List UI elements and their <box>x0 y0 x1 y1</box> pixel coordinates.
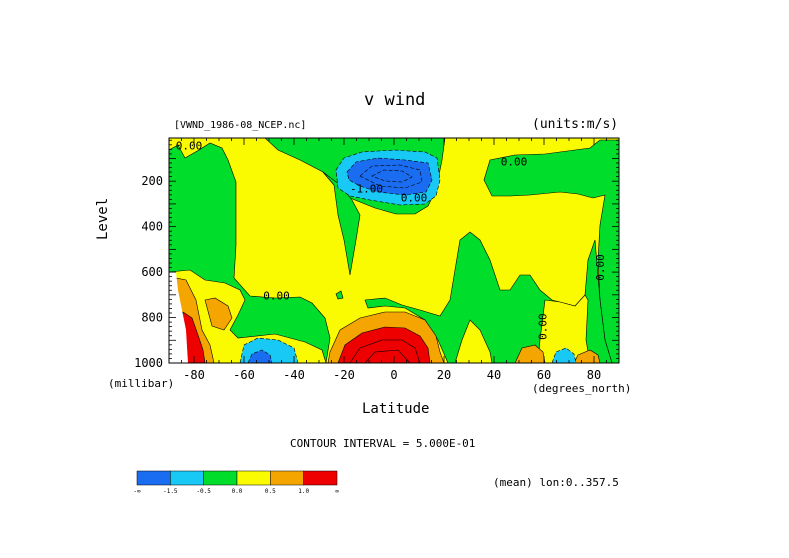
colorbar-swatch <box>236 470 271 486</box>
chart-title: v wind <box>364 90 426 110</box>
units-label: (units:m/s) <box>532 117 619 132</box>
colorbar-swatch <box>203 470 238 486</box>
contour-label: 0.00 <box>501 155 528 168</box>
y-tick-label: 800 <box>141 311 163 325</box>
colorbar-tick-label: ∞ <box>335 488 339 495</box>
y-tick-label: 200 <box>141 174 163 188</box>
x-tick-label: 40 <box>487 368 501 382</box>
y-tick-label: 400 <box>141 220 163 234</box>
colorbar: -∞ -1.5 -0.5 0.0 0.5 1.0 ∞ <box>133 470 339 495</box>
contour-label: 0.00 <box>263 289 290 302</box>
y-tick-label: 600 <box>141 265 163 279</box>
contour-fill-orange-east <box>514 344 546 363</box>
y-axis-label: Level <box>95 197 111 240</box>
subset-text: (mean) lon:0..357.5 <box>493 476 619 489</box>
contour-fill-green-dot <box>335 290 344 300</box>
contour-label: -1.00 <box>350 183 383 196</box>
x-tick-label: 20 <box>437 368 451 382</box>
contour-line-jet-inner-1 <box>359 164 423 189</box>
x-tick-label: -80 <box>183 368 205 382</box>
x-tick-label: -20 <box>333 368 355 382</box>
file-label: [VWND_1986-08_NCEP.nc] <box>174 120 307 131</box>
contour-fill-blue-jet <box>346 157 433 196</box>
axis-ticks: -80 -60 -40 -20 0 20 40 60 80 200 400 600 800 1000 <box>134 138 620 382</box>
contour-line-red-equator-inner2 <box>364 349 411 363</box>
contour-label: 0.00 <box>176 139 203 152</box>
contour-label: 0.00 <box>537 313 550 340</box>
colorbar-swatch <box>136 470 171 486</box>
colorbar-tick-label: 0.0 <box>232 488 243 495</box>
contour-line-jet-inner-2 <box>371 169 413 183</box>
colorbar-swatch <box>170 470 204 486</box>
x-axis-units: (degrees_north) <box>532 382 632 395</box>
contour-fill-red-equator <box>337 326 431 363</box>
colorbar-tick-label: 1.0 <box>298 488 309 495</box>
x-tick-label: 60 <box>537 368 551 382</box>
contour-label: 0.00 <box>594 254 607 281</box>
colorbar-swatch <box>303 470 338 486</box>
contour-fill-orange-west2 <box>204 297 233 331</box>
x-tick-label: 80 <box>587 368 601 382</box>
y-axis-units: (millibar) <box>108 377 175 390</box>
contour-labels: 0.00 0.00 -1.00 0.00 0.00 0.00 0.00 <box>176 139 607 340</box>
contour-fill-yellow-east-lower2 <box>454 319 493 363</box>
contour-fill-cyan-east <box>551 347 577 363</box>
contour-fill-yellow-sw <box>169 269 327 363</box>
x-tick-label: -60 <box>233 368 255 382</box>
contour-fill-blue-south <box>247 349 273 363</box>
colorbar-tick-label: 0.5 <box>265 488 276 495</box>
colorbar-swatch <box>270 470 304 486</box>
contour-label: 0.00 <box>401 192 428 205</box>
contour-line-red-equator-inner <box>349 339 421 363</box>
contour-interval-text: CONTOUR INTERVAL = 5.000E-01 <box>290 437 476 450</box>
y-tick-label: 1000 <box>134 356 163 370</box>
contour-fill-orange-east2 <box>573 349 601 363</box>
x-axis-label: Latitude <box>362 401 430 417</box>
colorbar-tick-label: -0.5 <box>196 488 211 495</box>
colorbar-tick-label: -1.5 <box>163 488 178 495</box>
x-tick-label: 0 <box>390 368 397 382</box>
x-tick-label: -40 <box>283 368 305 382</box>
colorbar-tick-label: -∞ <box>133 488 141 495</box>
plot-area <box>169 138 619 363</box>
